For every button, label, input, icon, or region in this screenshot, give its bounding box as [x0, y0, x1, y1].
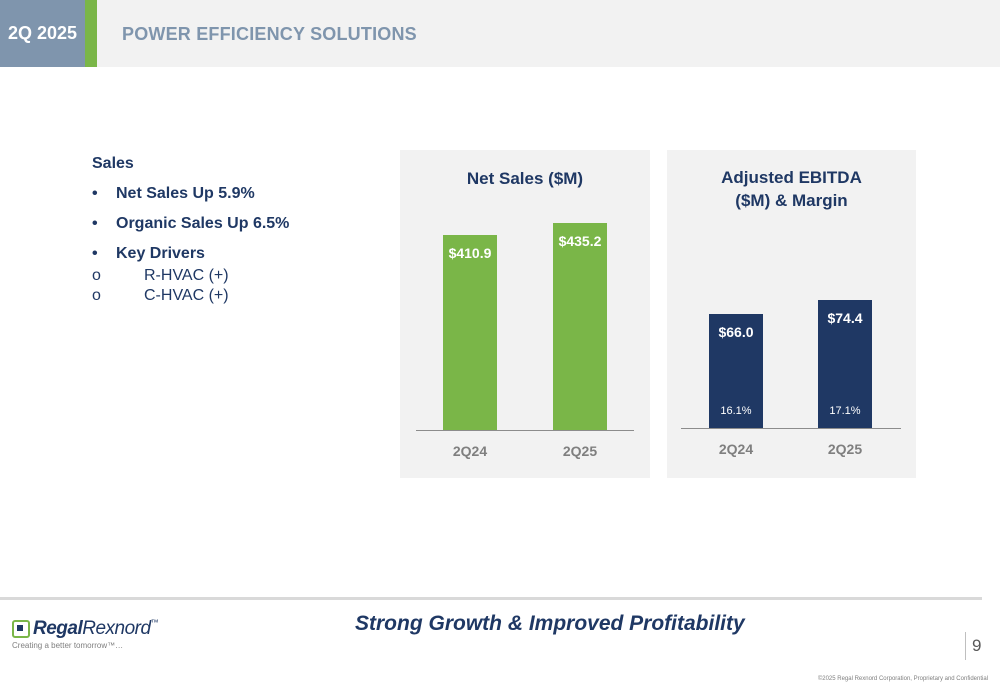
bar-value-label: $435.2	[558, 233, 602, 249]
bar-value-label: $74.4	[827, 310, 863, 326]
chart-bar	[553, 223, 607, 430]
chart-title-line: ($M) & Margin	[735, 191, 848, 210]
category-label: 2Q25	[827, 441, 863, 457]
sales-bullets: Sales Net Sales Up 5.9% Organic Sales Up…	[92, 155, 289, 307]
company-logo: Regal Rexnord ™ Creating a better tomorrow…	[12, 618, 159, 650]
logo-tagline: Creating a better tomorrow™…	[12, 641, 124, 650]
quarter-tab: 2Q 2025	[0, 0, 85, 67]
section-title: POWER EFFICIENCY SOLUTIONS	[122, 24, 417, 44]
chart-bar	[443, 234, 497, 430]
chart-title-line: Adjusted EBITDA	[721, 168, 862, 187]
bar-margin-label: 16.1%	[720, 405, 752, 417]
bar-value-label: $66.0	[718, 324, 754, 341]
copyright-notice: ©2025 Regal Rexnord Corporation, Proprie…	[817, 676, 988, 682]
category-label: 2Q24	[452, 443, 488, 459]
slide-header: 2Q 2025 POWER EFFICIENCY SOLUTIONS	[0, 0, 1000, 67]
chart-title: Net Sales ($M)	[466, 169, 584, 188]
bullet-item: Key Drivers	[92, 245, 289, 263]
chart-baseline	[681, 428, 901, 429]
sub-bullet-marker: o	[92, 287, 101, 304]
slide-tagline: Strong Growth & Improved Profitability	[355, 612, 745, 635]
bullet-item: Organic Sales Up 6.5%	[92, 215, 289, 233]
footer-rule	[0, 597, 982, 600]
sub-bullets: o R-HVAC (+) o C-HVAC (+)	[92, 267, 289, 305]
net-sales-chart: Net Sales ($M) $410.9 $435.2 2Q24 2Q25	[400, 150, 650, 478]
bullet-item: Net Sales Up 5.9%	[92, 185, 289, 203]
logo-rexnord: Rexnord	[82, 618, 151, 639]
bar-margin-label: 17.1%	[829, 405, 861, 417]
chart-baseline	[416, 430, 634, 431]
sub-bullet-item: o R-HVAC (+)	[92, 267, 289, 285]
sub-bullet-marker: o	[92, 267, 101, 284]
logo-mark-icon	[12, 620, 30, 638]
bullets-heading: Sales	[92, 155, 134, 172]
category-label: 2Q24	[718, 441, 754, 457]
bar-value-label: $410.9	[448, 244, 492, 261]
sub-bullet-text: C-HVAC (+)	[144, 287, 229, 304]
adjusted-ebitda-chart: Adjusted EBITDA ($M) & Margin $66.0 $74.…	[667, 150, 916, 478]
category-label: 2Q25	[562, 443, 598, 459]
sub-bullet-text: R-HVAC (+)	[144, 267, 229, 284]
chart-bar	[818, 300, 872, 428]
accent-strip	[85, 0, 97, 67]
page-number: 9	[972, 636, 982, 655]
logo-regal: Regal	[33, 618, 83, 639]
page-number-divider	[965, 632, 966, 660]
logo-trademark: ™	[150, 618, 159, 627]
chart-bar	[709, 314, 763, 428]
sub-bullet-item: o C-HVAC (+)	[92, 287, 289, 305]
